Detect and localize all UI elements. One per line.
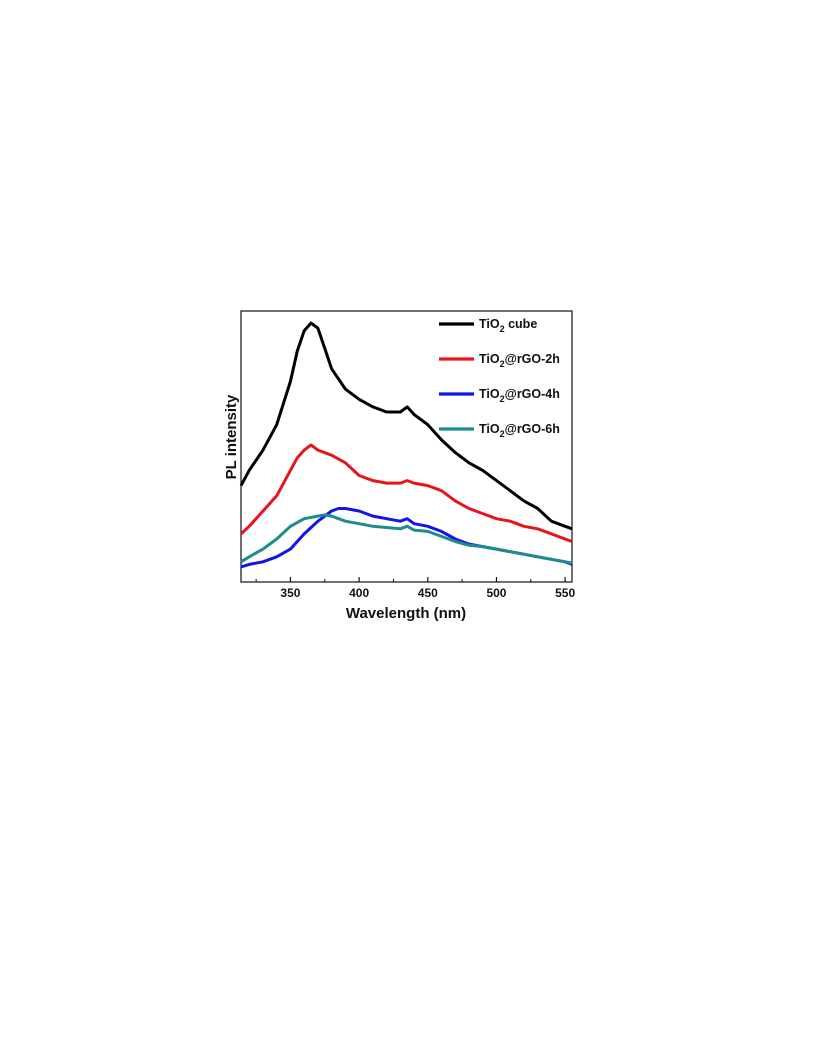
legend-label-2: TiO2@rGO-2h: [479, 352, 560, 369]
legend: TiO2 cube TiO2@rGO-2h TiO2@rGO-4h TiO2@rGO-…: [439, 317, 560, 439]
series-line-1: [239, 321, 573, 531]
plot-frame: [240, 310, 573, 583]
x-tick-label: 450: [418, 586, 438, 600]
x-tick-label: 550: [555, 586, 575, 600]
x-tick-label: 350: [280, 586, 300, 600]
x-axis-title: Wavelength (nm): [346, 605, 466, 622]
series-layer: [239, 321, 573, 569]
legend-label-3: TiO2@rGO-4h: [479, 387, 560, 404]
series-line-4: [240, 513, 573, 565]
y-axis-title: PL intensity: [223, 394, 240, 479]
series-line-2: [239, 443, 573, 543]
x-axis-ticks: 350 400 450 500 550: [255, 577, 575, 600]
series-line-3: [240, 507, 573, 569]
x-tick-label: 500: [486, 586, 506, 600]
x-tick-label: 400: [349, 586, 369, 600]
legend-label-1: TiO2 cube: [479, 317, 537, 334]
legend-label-4: TiO2@rGO-6h: [479, 422, 560, 439]
